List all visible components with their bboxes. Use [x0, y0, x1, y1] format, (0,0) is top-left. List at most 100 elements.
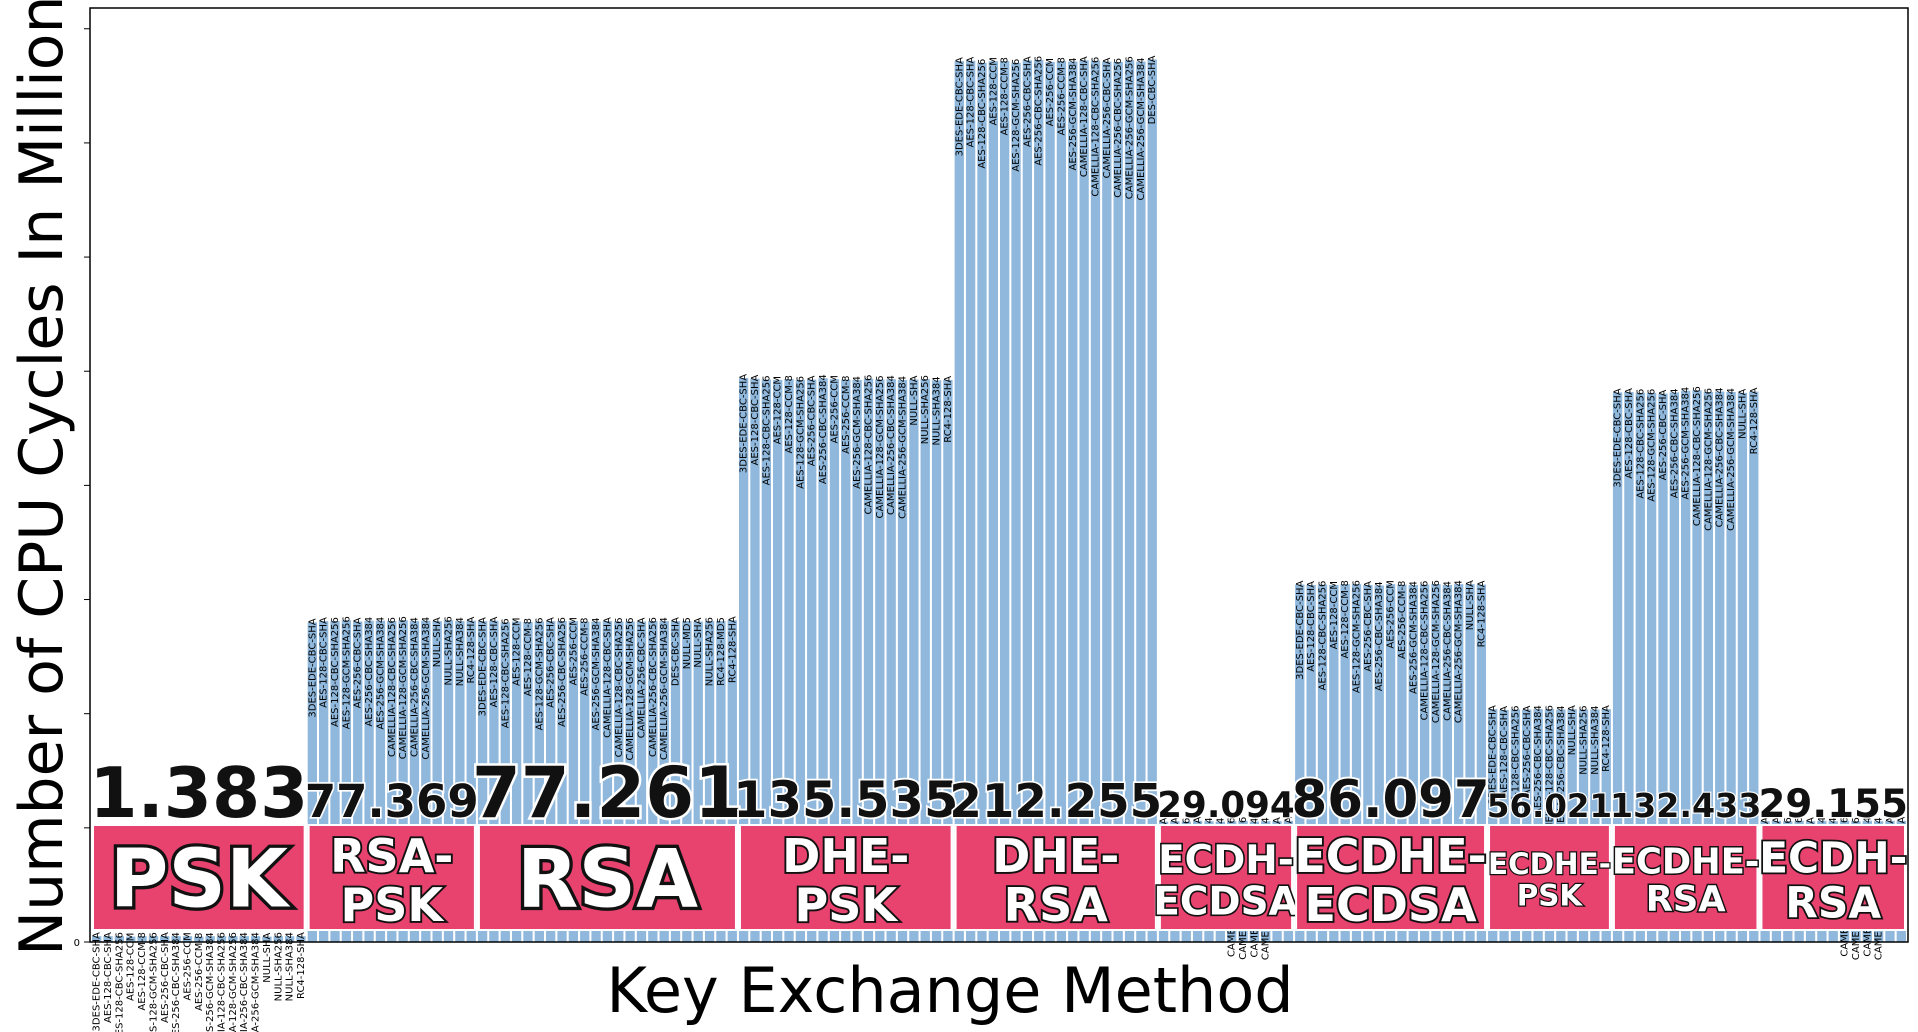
bar-label: NULL-MD5 — [682, 617, 693, 669]
bar — [557, 621, 567, 942]
bar-label: NULL-SHA — [432, 617, 443, 667]
bar-label: NULL-SHA256 — [920, 375, 931, 444]
bar-label: CAMELLIA-128-GCM-SHA256 — [398, 616, 409, 759]
bar — [114, 936, 125, 942]
bar-label: CAMELLIA-256-GCM-SHA256 — [1125, 56, 1136, 199]
bar — [1000, 61, 1010, 943]
bar — [1385, 584, 1396, 942]
bar-label: 3DES-EDE-CBC-SHA — [478, 617, 489, 716]
axes-layer: 0 — [74, 7, 1909, 949]
bar-label: AES-256-CCM — [568, 617, 579, 685]
bar — [1635, 392, 1645, 943]
bar — [716, 621, 726, 942]
x-axis-label: Key Exchange Method — [606, 954, 1293, 1027]
bar — [784, 379, 794, 942]
bar-label: CAMELLIA-128-CBC-SHA256 — [1544, 705, 1555, 845]
bar-label: RC4-128-SHA — [727, 616, 738, 683]
bar — [296, 936, 306, 942]
bar — [1329, 585, 1339, 942]
bar-label: CAMELLIA-128-CBC-SHA — [1079, 56, 1090, 177]
group-box — [307, 824, 476, 931]
bar — [432, 621, 442, 942]
bar-label: NULL-SHA256 — [705, 617, 716, 686]
bar — [988, 61, 998, 943]
bar-label: AES-128-CBC-SHA — [1624, 388, 1635, 479]
bar — [1624, 391, 1634, 942]
bar — [897, 379, 908, 942]
group-name-label: RSA-PSK — [330, 829, 453, 932]
bar — [977, 62, 987, 942]
bar-label: CAMELLIA-256-GCM-SHA384 — [1136, 58, 1147, 201]
group-box — [1488, 824, 1611, 931]
bar — [1306, 585, 1316, 942]
bar-label: 3DES-EDE-CBC-SHA — [307, 618, 318, 717]
bar — [319, 621, 329, 942]
bar — [228, 936, 238, 942]
bar — [387, 621, 397, 942]
bar — [682, 621, 692, 942]
bar-label: RC4-128-MD5 — [716, 617, 727, 686]
bar — [409, 621, 420, 942]
bar — [863, 378, 874, 942]
bar — [1465, 584, 1475, 942]
bar — [818, 378, 828, 942]
bar-label: NULL-SHA — [909, 375, 920, 425]
bar-label: CAMELLIA-128-CBC-SHA256 — [387, 617, 398, 757]
bar-label: CAMELLIA-256-GCM-SHA384 — [1726, 388, 1737, 531]
bar-label: AES-256-CBC-SHA — [1658, 389, 1669, 480]
bar-label: RC4-128-SHA — [943, 376, 954, 443]
bar-label: AES-256-CCM — [182, 932, 193, 1000]
y-axis-label: Number of CPU Cycles In Millions — [7, 0, 77, 956]
bar-label: AES-128-CCM — [126, 933, 137, 1001]
bar-label: CAMELLIA-256-GCM-SHA384 — [421, 617, 432, 760]
group-name-label: RSA — [517, 832, 698, 925]
bar-label: CAMELLIA-256-GCM-SHA384 — [659, 617, 670, 760]
bar-label: AES-128-CBC-SHA256 — [1510, 706, 1521, 816]
group-name-label: ECDH-RSA — [1759, 833, 1907, 927]
bar — [1317, 584, 1328, 942]
bar-label: CAMELLIA-256-CBC-SHA384 — [1715, 388, 1726, 528]
bar — [375, 620, 386, 942]
group-average-label: 1.383 — [89, 754, 308, 834]
bar — [341, 620, 352, 942]
bar — [1295, 584, 1305, 942]
group-name-label: DHE-RSA — [992, 829, 1119, 932]
bar-label: 3DES-EDE-CBC-SHA — [954, 57, 965, 156]
bar — [852, 379, 862, 942]
bar — [727, 620, 737, 942]
bar — [614, 621, 624, 942]
bar-label: CAMELLIA-256-CBC-SHA — [1102, 57, 1113, 178]
bar-label: AES-256-CBC-SHA256 — [557, 617, 568, 727]
bar — [807, 379, 817, 943]
bar — [466, 620, 476, 942]
bar-label: AES-128-CCM-8 — [784, 375, 795, 453]
bar — [421, 620, 431, 942]
bar-label: AES-128-CBC-SHA — [319, 617, 330, 708]
bar — [1136, 61, 1146, 943]
bar — [886, 379, 896, 942]
bar — [738, 377, 749, 942]
bar — [500, 622, 510, 942]
bar-label: CAMELLIA-256-GCM-SHA384 — [251, 932, 262, 1032]
bar — [546, 621, 556, 942]
bar-label: NULL-SHA256 — [444, 616, 455, 685]
bar — [1749, 391, 1759, 943]
bar-label: 3DES-EDE-CBC-SHA — [1295, 580, 1306, 679]
bar — [761, 379, 771, 943]
bar-label: AES-256-CBC-SHA — [546, 617, 557, 708]
bar-label: NULL-SHA256 — [1579, 706, 1590, 775]
bar-label: AES-256-CBC-SHA — [353, 617, 364, 708]
bar-label: AES-128-GCM-SHA256 — [795, 376, 806, 489]
bar-label: AES-128-GCM-SHA256 — [1011, 59, 1022, 172]
bar-label: AES-256-CCM — [829, 375, 840, 443]
bar — [625, 621, 635, 942]
group-name-label: ECDHE-ECDSA — [1294, 829, 1486, 932]
bar-label: AES-256-CBC-SHA384 — [1374, 581, 1385, 691]
bar-label: NULL-SHA — [1567, 705, 1578, 755]
bar-label: AES-128-CBC-SHA — [966, 57, 977, 148]
group-average-label: 56.021 — [1487, 787, 1612, 825]
bar-label: NULL-SHA — [693, 617, 704, 667]
group-box — [1612, 824, 1759, 931]
bar — [1056, 61, 1067, 943]
